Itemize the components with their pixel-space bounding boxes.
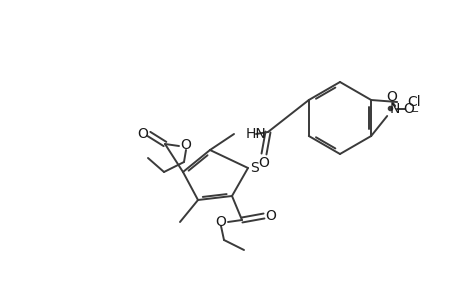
Text: O: O bbox=[180, 138, 191, 152]
Text: Cl: Cl bbox=[406, 95, 420, 109]
Text: HN: HN bbox=[246, 127, 266, 141]
Text: O: O bbox=[215, 215, 226, 229]
Text: O: O bbox=[386, 90, 397, 104]
Text: N: N bbox=[389, 102, 399, 116]
Text: O: O bbox=[403, 102, 414, 116]
Text: O: O bbox=[137, 127, 148, 141]
Text: O: O bbox=[258, 156, 269, 170]
Text: S: S bbox=[250, 161, 259, 175]
Text: O: O bbox=[265, 209, 276, 223]
Text: −: − bbox=[410, 107, 418, 117]
